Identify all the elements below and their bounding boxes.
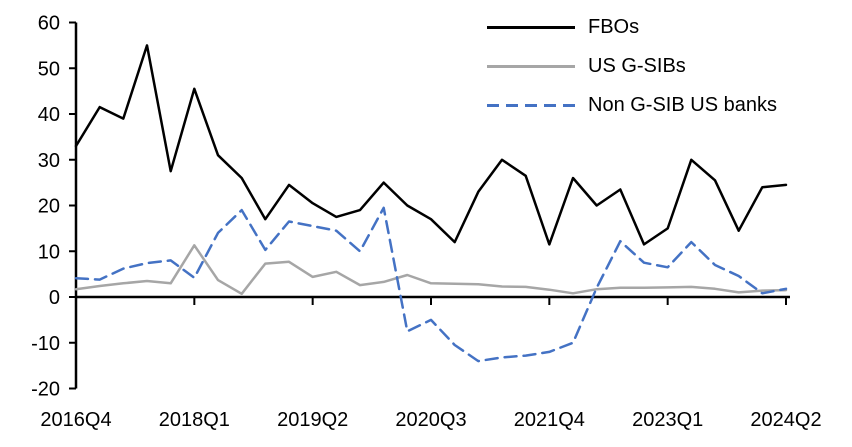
legend-item-fbos: FBOs: [487, 8, 777, 47]
y-axis-tick-label: 60: [38, 13, 60, 35]
legend-label-us-g-sibs: US G-SIBs: [588, 55, 686, 77]
x-axis-tick-label: 2024Q2: [750, 409, 821, 431]
legend-item-non-g-sib-us-banks: Non G-SIB US banks: [487, 86, 777, 125]
y-axis-tick-label: 40: [38, 104, 60, 126]
y-axis-tick-label: -20: [31, 379, 60, 401]
series-line-non-g-sib-us-banks: [74, 206, 788, 363]
x-axis-tick-label: 2021Q4: [514, 409, 585, 431]
series-line-us-g-sibs: [74, 244, 788, 296]
y-axis-tick-label: 0: [49, 287, 60, 309]
x-axis-tick-label: 2023Q1: [632, 409, 703, 431]
series-line-fbos: [74, 44, 788, 246]
x-axis-tick-label: 2019Q2: [277, 409, 348, 431]
y-axis-tick-label: -10: [31, 333, 60, 355]
x-axis-tick-label: 2018Q1: [159, 409, 230, 431]
legend-line-swatch-non-g-sib-us-banks: [487, 104, 575, 107]
legend-label-fbos: FBOs: [588, 16, 640, 38]
legend: FBOs US G-SIBs Non G-SIB US banks: [487, 8, 777, 125]
x-axis-tick-label: 2020Q3: [395, 409, 466, 431]
y-axis-tick-label: 20: [38, 196, 60, 218]
legend-line-swatch-fbos: [487, 26, 575, 29]
legend-line-swatch-us-g-sibs: [487, 65, 575, 68]
y-axis-tick-label: 10: [38, 241, 60, 263]
x-axis-tick-label: 2016Q4: [40, 409, 111, 431]
y-axis-tick-label: 30: [38, 150, 60, 172]
legend-label-non-g-sib-us-banks: Non G-SIB US banks: [588, 94, 777, 116]
legend-item-us-g-sibs: US G-SIBs: [487, 47, 777, 86]
y-axis-tick-label: 50: [38, 58, 60, 80]
